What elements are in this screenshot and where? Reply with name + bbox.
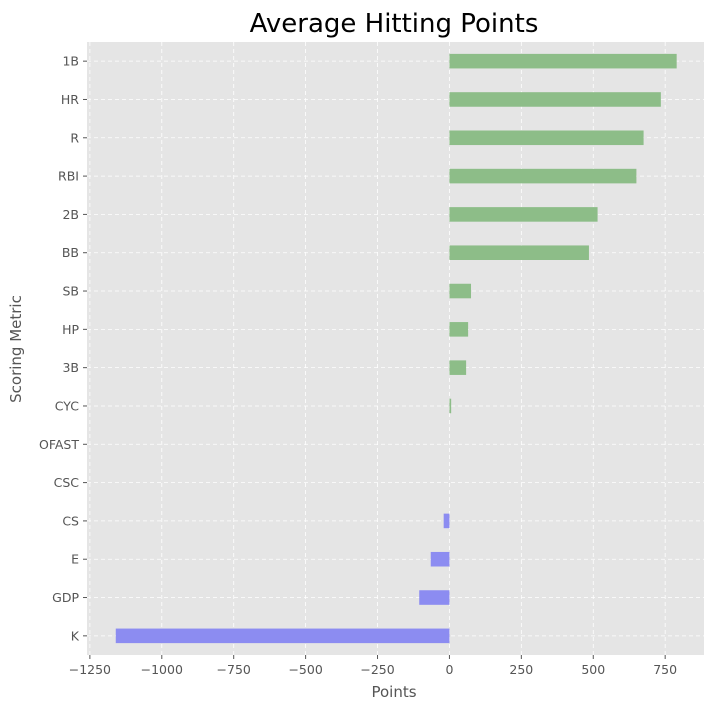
bar-1b: [449, 53, 677, 69]
bar-e: [430, 551, 450, 567]
x-tick-label: −1250: [69, 662, 111, 677]
bar-r: [449, 130, 644, 146]
y-tick-label: BB: [62, 245, 79, 260]
x-tick-label: −1000: [141, 662, 183, 677]
y-axis-label: Scoring Metric: [7, 295, 25, 403]
y-tick-label: SB: [62, 284, 79, 299]
bar-gdp: [419, 590, 450, 605]
x-tick-label: −750: [217, 662, 251, 677]
bar-rbi: [449, 168, 637, 184]
x-tick-label: 500: [581, 662, 605, 677]
y-tick-label: K: [71, 628, 80, 643]
y-tick-label: HR: [61, 92, 79, 107]
x-tick-label: −500: [288, 662, 322, 677]
y-tick-label: OFAST: [39, 437, 79, 452]
y-tick-label: RBI: [58, 169, 79, 184]
y-tick-label: GDP: [52, 590, 79, 605]
x-axis-ticks: −1250 −1000 −750 −500 −250 0 250 500 750: [69, 655, 677, 677]
y-tick-label: 1B: [62, 54, 79, 69]
y-tick-label: 3B: [62, 360, 79, 375]
x-axis-label: Points: [371, 683, 416, 701]
bar-hp: [449, 322, 469, 337]
bar-hr: [449, 92, 661, 107]
y-tick-label: CSC: [54, 475, 80, 490]
bar-3b: [449, 360, 467, 375]
y-tick-label: E: [71, 552, 79, 567]
bar-2b: [449, 207, 598, 222]
y-tick-label: R: [70, 130, 79, 145]
x-tick-label: 750: [653, 662, 677, 677]
bar-sb: [449, 283, 472, 299]
y-tick-label: 2B: [62, 207, 79, 222]
bar-cs: [443, 513, 450, 529]
y-tick-label: HP: [62, 322, 79, 337]
bars: [115, 53, 677, 644]
y-tick-label: CYC: [55, 398, 79, 413]
x-tick-label: 0: [445, 662, 453, 677]
y-axis-ticks: 1B HR R RBI 2B BB SB HP 3B CYC OFAST CSC CS E GDP K: [39, 54, 87, 643]
x-tick-label: 250: [509, 662, 533, 677]
bar-k: [115, 628, 450, 644]
bar-cyc: [449, 398, 452, 414]
y-tick-label: CS: [62, 513, 79, 528]
bar-bb: [449, 245, 589, 260]
chart-title: Average Hitting Points: [250, 9, 539, 39]
x-tick-label: −250: [360, 662, 394, 677]
